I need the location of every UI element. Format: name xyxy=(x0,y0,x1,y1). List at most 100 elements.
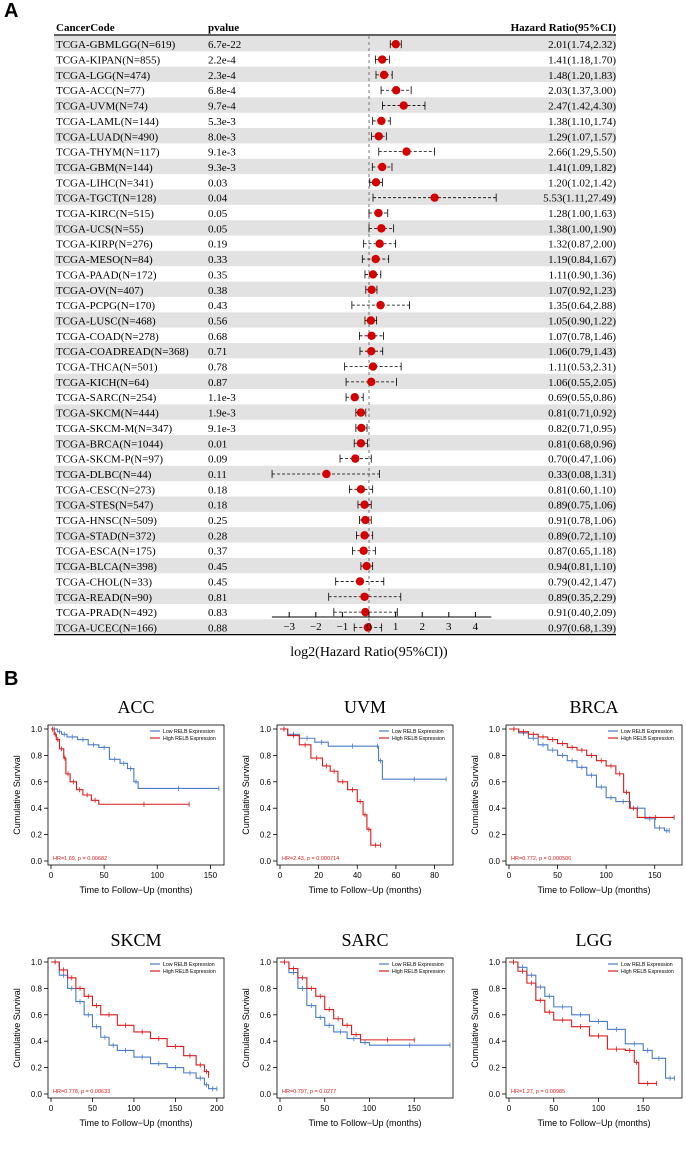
row-stripe xyxy=(54,343,616,359)
cancer-code-label: TCGA-UCEC(N=166) xyxy=(56,622,157,634)
km-title: BRCA xyxy=(569,697,618,717)
hazard-ratio-label: 0.91(0.40,2.09) xyxy=(548,607,616,619)
pvalue-label: 0.18 xyxy=(208,500,228,512)
row-stripe xyxy=(54,281,616,297)
forest-plot: CancerCode pvalue Hazard Ratio(95%CI) TC… xyxy=(54,22,616,660)
legend-low-label: Low RELB Expression xyxy=(621,962,673,968)
km-frame xyxy=(276,957,454,1099)
x-tick-label: 0 xyxy=(507,871,512,880)
forest-row: TCGA-STES(N=547) 0.18 0.89(0.75,1.06) xyxy=(54,496,616,512)
estimate-point xyxy=(367,285,376,294)
forest-row: TCGA-STAD(N=372) 0.28 0.89(0.72,1.10) xyxy=(54,527,616,543)
row-stripe xyxy=(54,465,616,482)
x-tick-label: −2 xyxy=(310,621,322,633)
hazard-ratio-label: 0.81(0.68,0.96) xyxy=(548,438,616,450)
pvalue-label: 1.9e-3 xyxy=(208,408,236,420)
hazard-ratio-label: 1.29(1.07,1.57) xyxy=(548,131,616,143)
forest-row: TCGA-ESCA(N=175) 0.37 0.87(0.65,1.18) xyxy=(56,546,616,558)
cancer-code-label: TCGA-LUSC(N=468) xyxy=(56,315,156,327)
y-tick-label: 0.6 xyxy=(31,1011,43,1020)
forest-row: TCGA-DLBC(N=44) 0.11 0.33(0.08,1.31) xyxy=(54,465,616,482)
x-tick-label: 100 xyxy=(363,1104,377,1113)
pvalue-label: 0.05 xyxy=(208,223,228,235)
forest-row: TCGA-THCA(N=501) 0.78 1.11(0.53,2.31) xyxy=(56,362,616,374)
forest-row: TCGA-PRAD(N=492) 0.83 0.91(0.40,2.09) xyxy=(56,607,616,619)
forest-row: TCGA-BRCA(N=1044) 0.01 0.81(0.68,0.96) xyxy=(54,435,616,451)
y-tick-label: 0.2 xyxy=(31,831,43,840)
km-curve-low xyxy=(51,961,217,1090)
cancer-code-label: TCGA-STAD(N=372) xyxy=(56,530,156,542)
cancer-code-label: TCGA-CESC(N=273) xyxy=(56,484,155,496)
legend-low-label: Low RELB Expression xyxy=(392,729,444,735)
estimate-point xyxy=(356,439,366,448)
legend-high-label: High RELB Expression xyxy=(163,736,216,742)
km-plot-lgg: LGG 0.0 0.2 0.4 0.6 0.8 1.0 0 50 100 150 Cumulative… xyxy=(470,930,683,1128)
km-plot-sarc: SARC 0.0 0.2 0.4 0.6 0.8 1.0 0 50 100 150 Cumulativ… xyxy=(241,930,454,1128)
row-stripe xyxy=(54,588,616,604)
y-tick-label: 0.2 xyxy=(260,831,272,840)
hazard-ratio-label: 2.01(1.74,2.32) xyxy=(548,39,616,51)
estimate-point xyxy=(357,423,366,433)
pvalue-label: 9.7e-4 xyxy=(208,101,236,113)
cancer-code-label: TCGA-OV(N=407) xyxy=(56,285,144,297)
forest-row: TCGA-KIPAN(N=855) 2.2e-4 1.41(1.18,1.70) xyxy=(56,55,616,67)
estimate-point xyxy=(361,607,370,617)
y-tick-label: 0.4 xyxy=(260,804,272,813)
estimate-point xyxy=(367,346,376,356)
x-tick-label: 100 xyxy=(599,871,613,880)
cancer-code-label: TCGA-KIRP(N=276) xyxy=(56,239,153,251)
hazard-ratio-label: 0.81(0.60,1.10) xyxy=(548,484,616,496)
legend-high-label: High RELB Expression xyxy=(392,736,445,742)
estimate-point xyxy=(322,469,331,479)
y-tick-label: 0.6 xyxy=(260,778,272,787)
estimate-point xyxy=(359,546,368,555)
forest-row: TCGA-UCS(N=55) 0.05 1.38(1.00,1.90) xyxy=(54,220,616,236)
cancer-code-label: TCGA-SKCM(N=444) xyxy=(56,408,159,420)
row-stripe xyxy=(54,557,616,574)
cancer-code-label: TCGA-PAAD(N=172) xyxy=(56,269,157,281)
cancer-code-label: TCGA-GBM(N=144) xyxy=(56,162,153,174)
pvalue-label: 0.18 xyxy=(208,484,228,496)
estimate-point xyxy=(366,316,376,325)
pvalue-label: 0.68 xyxy=(208,331,228,343)
x-tick-label: 150 xyxy=(169,1104,183,1113)
x-tick-label: 150 xyxy=(637,1104,651,1113)
estimate-point xyxy=(355,577,365,586)
forest-row: TCGA-TGCT(N=128) 0.04 5.53(1.11,27.49) xyxy=(54,189,616,205)
cancer-code-label: TCGA-THCA(N=501) xyxy=(56,362,158,374)
pvalue-label: 6.8e-4 xyxy=(208,85,236,97)
panel-label-b: B xyxy=(4,668,19,690)
km-x-label: Time to Follow−Up (months) xyxy=(538,885,651,895)
estimate-point xyxy=(362,561,371,571)
y-tick-label: 0.0 xyxy=(31,857,43,866)
forest-row: TCGA-GBM(N=144) 9.3e-3 1.41(1.09,1.82) xyxy=(54,158,616,175)
forest-row: TCGA-MESO(N=84) 0.33 1.19(0.84,1.67) xyxy=(54,250,616,267)
y-tick-label: 0.6 xyxy=(260,1011,272,1020)
km-title: SARC xyxy=(341,930,388,950)
pvalue-label: 0.78 xyxy=(208,362,228,374)
cancer-code-label: TCGA-ESCA(N=175) xyxy=(56,546,156,558)
estimate-point xyxy=(367,377,376,387)
y-tick-label: 0.8 xyxy=(489,984,501,993)
x-tick-label: 50 xyxy=(100,871,109,880)
row-stripe xyxy=(54,189,616,205)
x-tick-label: 200 xyxy=(210,1104,224,1113)
x-tick-label: 0 xyxy=(507,1104,512,1113)
forest-row: TCGA-SKCM(N=444) 1.9e-3 0.81(0.71,0.92) xyxy=(54,404,616,420)
hazard-ratio-label: 5.53(1.11,27.49) xyxy=(543,193,616,205)
header-cancer-code: CancerCode xyxy=(56,22,115,34)
km-curve-low xyxy=(509,728,670,832)
pvalue-label: 0.05 xyxy=(208,208,228,220)
km-x-label: Time to Follow−Up (months) xyxy=(80,885,193,895)
forest-row: TCGA-UCEC(N=166) 0.88 0.97(0.68,1.39) xyxy=(54,619,616,635)
forest-row: TCGA-LIHC(N=341) 0.03 1.20(1.02,1.42) xyxy=(56,177,616,189)
km-frame xyxy=(47,957,225,1099)
row-stripe xyxy=(54,97,616,113)
x-tick-label: 150 xyxy=(648,871,662,880)
x-tick-label: 50 xyxy=(553,871,562,880)
estimate-point xyxy=(367,331,376,341)
pvalue-label: 0.19 xyxy=(208,239,228,251)
cancer-code-label: TCGA-LIHC(N=341) xyxy=(56,177,154,189)
km-hr-stat: HR=0.797, p = 0.0277 xyxy=(282,1089,336,1095)
estimate-point xyxy=(376,300,385,310)
